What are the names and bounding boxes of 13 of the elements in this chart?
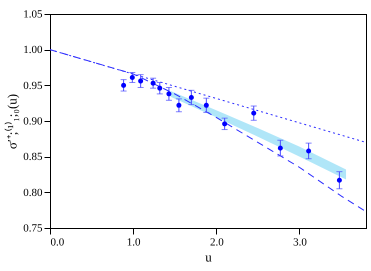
x-axis-title: u xyxy=(205,250,212,264)
x-tick-label: 3.0 xyxy=(293,236,308,248)
x-tick-label: 2.0 xyxy=(210,236,224,248)
x-tick-label: 0.0 xyxy=(50,236,65,248)
y-tick-label: 0.80 xyxy=(23,186,43,199)
y-tick-label: 1.00 xyxy=(23,44,43,56)
y-tick-label: 0.95 xyxy=(23,80,43,92)
x-tick-label: 1.0 xyxy=(126,236,142,248)
y-tick-label: 1.05 xyxy=(23,8,43,20)
y-tick-label: 0.90 xyxy=(23,116,43,128)
y-tick-label: 0.85 xyxy=(23,151,43,164)
y-axis-title: σ′⁺;⁽¹⁾₁;₀(u) xyxy=(4,94,20,150)
y-tick-label: 0.75 xyxy=(23,222,43,234)
